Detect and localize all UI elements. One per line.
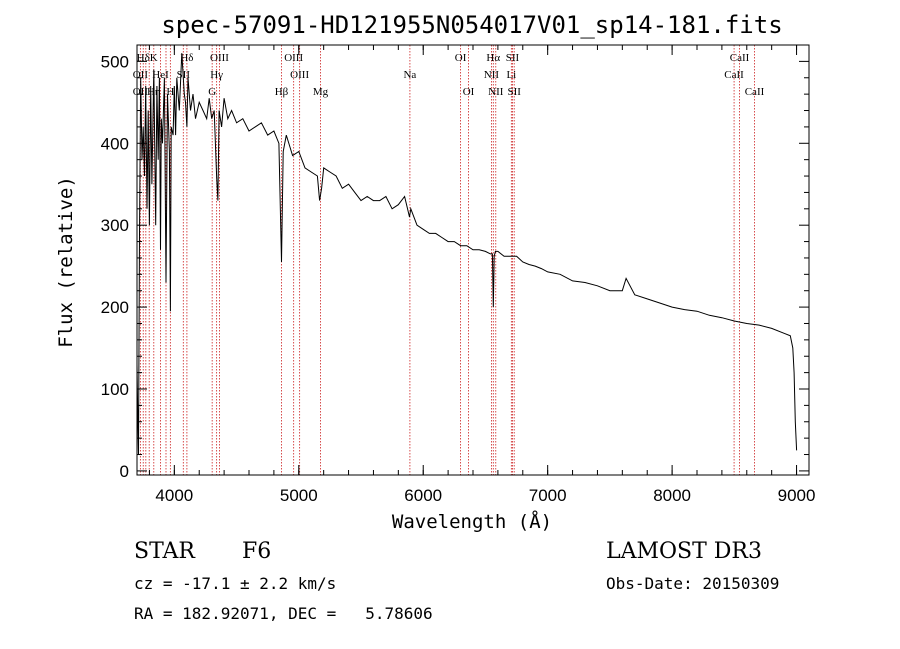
y-tick-label: 100 xyxy=(101,380,129,399)
subclass: F6 xyxy=(242,539,272,564)
line-label: OIII xyxy=(284,52,303,64)
line-label: NII xyxy=(488,86,504,98)
line-label: Na xyxy=(403,69,416,81)
line-label: H xyxy=(166,86,174,98)
x-tick-label: 6000 xyxy=(404,486,442,505)
line-label: CaII xyxy=(745,86,765,98)
line-label: Li xyxy=(506,69,516,81)
axis-ticks: 4000 5000 6000 7000 8000 9000 0 100 200 300 400 500 xyxy=(101,45,816,505)
line-label: G xyxy=(208,86,216,98)
line-label: CaII xyxy=(730,52,750,64)
line-label: Hβ xyxy=(275,86,289,98)
emission-line-markers xyxy=(139,45,755,475)
line-label: OI xyxy=(455,52,467,64)
object-type: STAR xyxy=(134,539,195,564)
line-label: Mg xyxy=(313,86,329,98)
coordinates: RA = 182.92071, DEC = 5.78606 xyxy=(134,604,433,623)
x-tick-label: 8000 xyxy=(653,486,691,505)
x-tick-label: 5000 xyxy=(280,486,318,505)
line-label: CaII xyxy=(724,69,744,81)
y-tick-label: 200 xyxy=(101,298,129,317)
line-label: Hα xyxy=(486,52,500,64)
line-label: NII xyxy=(484,69,500,81)
line-label: SII xyxy=(507,86,521,98)
x-tick-label: 9000 xyxy=(778,486,816,505)
y-tick-label: 500 xyxy=(101,52,129,71)
line-label: HeI xyxy=(152,69,169,81)
y-axis-label: Flux (relative) xyxy=(55,176,77,348)
line-label: Hδ xyxy=(137,52,150,64)
flux-series-line xyxy=(136,53,798,455)
y-tick-label: 400 xyxy=(101,134,129,153)
redshift-cz: cz = -17.1 ± 2.2 km/s xyxy=(134,574,337,593)
survey-name: LAMOST DR3 xyxy=(606,539,762,564)
observation-date: Obs-Date: 20150309 xyxy=(606,574,780,593)
x-tick-label: 7000 xyxy=(529,486,567,505)
line-label: SII xyxy=(506,52,520,64)
x-axis-label: Wavelength (Å) xyxy=(392,510,552,533)
line-label: OI xyxy=(463,86,475,98)
line-label: OIII xyxy=(290,69,309,81)
line-label: Hδ xyxy=(180,52,193,64)
line-label: Hγ xyxy=(210,69,223,81)
y-tick-label: 300 xyxy=(101,216,129,235)
line-label: OIII xyxy=(210,52,229,64)
y-tick-label: 0 xyxy=(120,462,129,481)
x-tick-label: 4000 xyxy=(155,486,193,505)
plot-frame xyxy=(136,44,810,476)
chart-title: spec-57091-HD121955N054017V01_sp14-181.f… xyxy=(161,11,782,39)
line-label: K xyxy=(150,52,158,64)
